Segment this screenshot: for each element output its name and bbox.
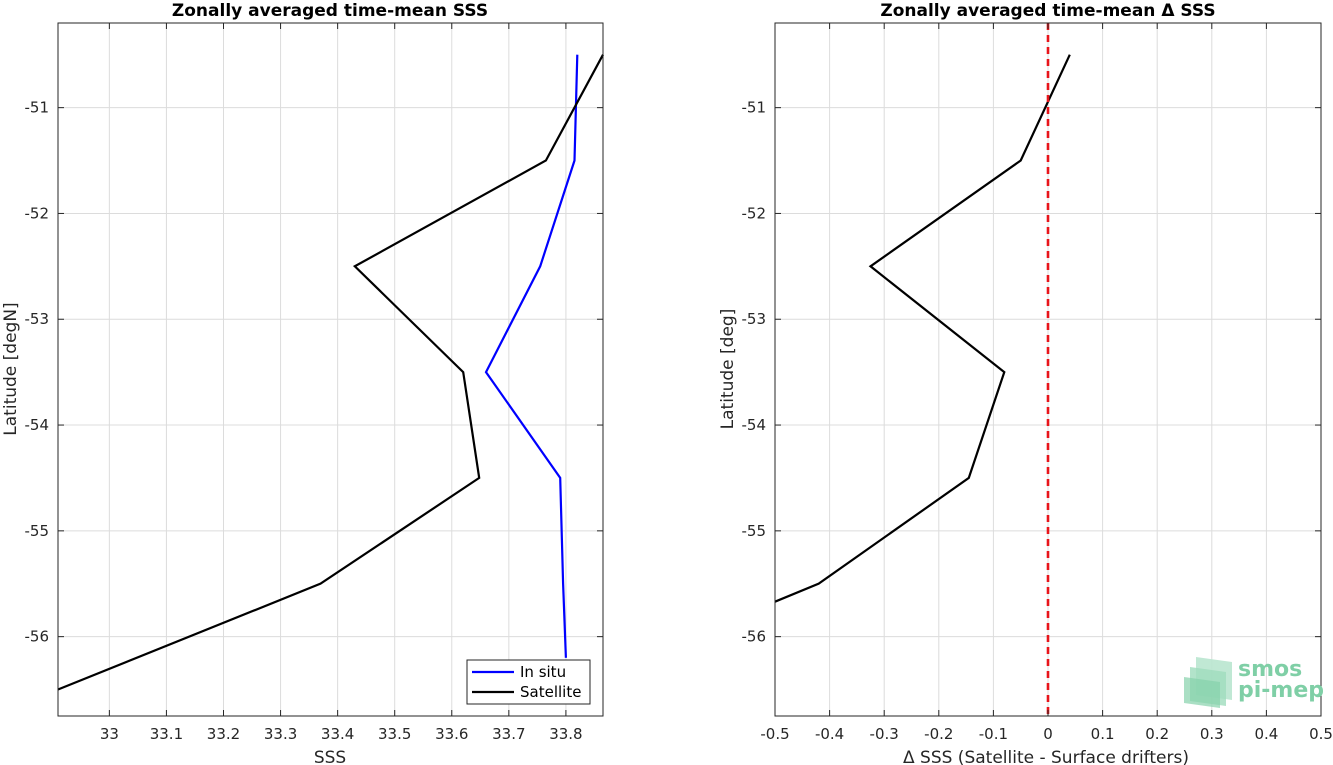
delta-sss-x-tick-label: -0.5 — [760, 725, 789, 743]
sss-panel: 33 33.1 33.2 33.3 33.4 33.5 33.6 33.7 33.8 -51 -52… — [1, 1, 604, 765]
delta-sss-x-tick-label: 0 — [1043, 725, 1053, 743]
sss-x-axis-label: SSS — [314, 748, 346, 765]
sss-ticks: 33 33.1 33.2 33.3 33.4 33.5 33.6 33.7 33.8 -51 -52… — [25, 23, 603, 743]
delta-sss-x-tick-label: -0.2 — [924, 725, 953, 743]
delta-sss-y-tick-label: -54 — [742, 416, 767, 434]
sss-y-tick-label: -56 — [25, 628, 50, 646]
delta-sss-series — [774, 23, 1071, 716]
delta-sss-panel: -0.5 -0.4 -0.3 -0.2 -0.1 0 0.1 0.2 0.3 0.4 0.5 -51 -… — [718, 1, 1333, 765]
legend-in-situ-label: In situ — [520, 663, 566, 681]
sss-x-tick-label: 33.7 — [492, 725, 525, 743]
sss-y-tick-label: -54 — [25, 416, 50, 434]
sss-chart-title: Zonally averaged time-mean SSS — [172, 1, 488, 21]
delta-sss-series-line-0 — [774, 54, 1071, 603]
delta-sss-y-axis-label: Latitude [deg] — [718, 309, 738, 430]
delta-sss-x-tick-label: 0.4 — [1254, 725, 1278, 743]
logo-text-smos: smos — [1238, 657, 1302, 682]
sss-x-tick-label: 33.2 — [207, 725, 240, 743]
sss-axes-box — [57, 22, 604, 717]
delta-sss-x-tick-label: -0.3 — [870, 725, 899, 743]
delta-sss-y-tick-label: -53 — [742, 310, 767, 328]
sss-y-axis-label: Latitude [degN] — [1, 302, 21, 435]
legend-satellite-label: Satellite — [520, 683, 581, 701]
sss-x-tick-label: 33 — [100, 725, 119, 743]
sss-x-tick-label: 33.5 — [378, 725, 411, 743]
delta-sss-x-tick-label: -0.4 — [815, 725, 844, 743]
sss-y-tick-label: -53 — [25, 310, 50, 328]
delta-sss-x-tick-label: 0.1 — [1091, 725, 1115, 743]
sss-grid — [58, 23, 603, 716]
sss-x-tick-label: 33.1 — [150, 725, 183, 743]
legend-box — [466, 659, 591, 705]
smos-pi-mep-logo: smos pi-mep — [1184, 657, 1324, 708]
sss-legend: In situ Satellite — [466, 659, 591, 705]
sss-x-tick-label: 33.3 — [264, 725, 297, 743]
delta-sss-y-tick-label: -56 — [742, 628, 767, 646]
sss-x-tick-label: 33.8 — [549, 725, 582, 743]
sss-series — [57, 54, 604, 691]
delta-sss-y-tick-label: -51 — [742, 99, 767, 117]
delta-sss-x-tick-label: 0.5 — [1309, 725, 1333, 743]
delta-sss-x-tick-label: 0.3 — [1200, 725, 1224, 743]
sss-y-tick-label: -52 — [25, 204, 50, 222]
logo-wave-icon — [1184, 657, 1232, 708]
sss-series-line-satellite — [57, 54, 604, 691]
delta-sss-y-tick-label: -52 — [742, 204, 767, 222]
sss-x-tick-label: 33.4 — [321, 725, 354, 743]
delta-sss-x-tick-label: -0.1 — [979, 725, 1008, 743]
delta-sss-x-tick-label: 0.2 — [1145, 725, 1169, 743]
delta-sss-chart-title: Zonally averaged time-mean Δ SSS — [880, 1, 1215, 21]
logo-text-pi-mep: pi-mep — [1238, 678, 1324, 703]
delta-sss-y-tick-label: -55 — [742, 522, 767, 540]
sss-y-tick-label: -51 — [25, 99, 50, 117]
delta-sss-ticks: -0.5 -0.4 -0.3 -0.2 -0.1 0 0.1 0.2 0.3 0.4 0.5 -51 -… — [742, 23, 1333, 743]
sss-x-tick-label: 33.6 — [435, 725, 468, 743]
sss-series-line-in-situ — [484, 54, 579, 658]
delta-sss-x-axis-label: Δ SSS (Satellite - Surface drifters) — [903, 748, 1189, 765]
sss-y-tick-label: -55 — [25, 522, 50, 540]
